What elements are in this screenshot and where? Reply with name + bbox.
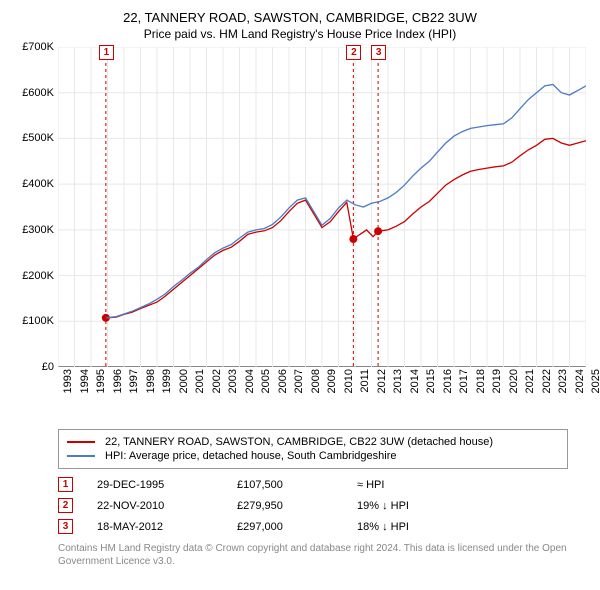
legend-row: HPI: Average price, detached house, Sout… [67, 450, 559, 462]
x-tick-label: 2006 [277, 369, 289, 393]
chart-area: £0£100K£200K£300K£400K£500K£600K£700K 12… [14, 47, 586, 427]
legend: 22, TANNERY ROAD, SAWSTON, CAMBRIDGE, CB… [58, 429, 568, 469]
x-tick-label: 2009 [326, 369, 338, 393]
legend-row: 22, TANNERY ROAD, SAWSTON, CAMBRIDGE, CB… [67, 436, 559, 448]
x-tick-label: 2017 [458, 369, 470, 393]
x-tick-label: 1996 [112, 369, 124, 393]
sale-row: 1 29-DEC-1995 £107,500 ≈ HPI [58, 477, 568, 492]
x-tick-label: 2010 [343, 369, 355, 393]
chart-marker-1: 1 [99, 45, 114, 60]
x-tick-label: 1998 [145, 369, 157, 393]
sale-date: 18-MAY-2012 [97, 521, 237, 533]
y-tick-label: £400K [22, 178, 54, 190]
x-axis-labels: 1993 1994 1995 1996 1997 1998 1999 2000 2001 2002… [58, 369, 586, 429]
y-tick-label: £200K [22, 270, 54, 282]
x-tick-label: 2000 [178, 369, 190, 393]
x-tick-label: 2016 [442, 369, 454, 393]
x-tick-label: 1994 [79, 369, 91, 393]
x-tick-label: 2002 [211, 369, 223, 393]
sale-date: 29-DEC-1995 [97, 479, 237, 491]
legend-label: 22, TANNERY ROAD, SAWSTON, CAMBRIDGE, CB… [105, 436, 493, 448]
x-tick-label: 2018 [475, 369, 487, 393]
sale-marker-icon: 1 [58, 477, 73, 492]
y-tick-label: £500K [22, 132, 54, 144]
chart-subtitle: Price paid vs. HM Land Registry's House … [14, 27, 586, 41]
x-tick-label: 1997 [128, 369, 140, 393]
chart-marker-2: 2 [346, 45, 361, 60]
sale-row: 3 18-MAY-2012 £297,000 18% ↓ HPI [58, 519, 568, 534]
x-tick-label: 2024 [574, 369, 586, 393]
x-tick-label: 2012 [376, 369, 388, 393]
y-tick-label: £100K [22, 315, 54, 327]
y-tick-label: £600K [22, 87, 54, 99]
legend-label: HPI: Average price, detached house, Sout… [105, 450, 396, 462]
x-tick-label: 2019 [491, 369, 503, 393]
sale-marker-icon: 2 [58, 498, 73, 513]
x-tick-label: 1999 [161, 369, 173, 393]
x-tick-label: 1995 [95, 369, 107, 393]
plot-region: 1 23 [58, 47, 586, 367]
legend-swatch [67, 455, 95, 457]
x-tick-label: 2025 [590, 369, 600, 393]
footnote: Contains HM Land Registry data © Crown c… [58, 542, 586, 568]
sale-date: 22-NOV-2010 [97, 500, 237, 512]
x-tick-label: 2021 [524, 369, 536, 393]
y-tick-label: £0 [42, 361, 54, 373]
legend-swatch [67, 441, 95, 443]
chart-title: 22, TANNERY ROAD, SAWSTON, CAMBRIDGE, CB… [14, 10, 586, 25]
x-tick-label: 2004 [244, 369, 256, 393]
x-tick-label: 2015 [425, 369, 437, 393]
x-tick-label: 2001 [194, 369, 206, 393]
x-tick-label: 2020 [508, 369, 520, 393]
sale-price: £279,950 [237, 500, 357, 512]
y-tick-label: £300K [22, 224, 54, 236]
x-tick-label: 1993 [62, 369, 74, 393]
x-tick-label: 2003 [227, 369, 239, 393]
x-tick-label: 2014 [409, 369, 421, 393]
sale-price: £297,000 [237, 521, 357, 533]
sale-delta: ≈ HPI [357, 479, 477, 491]
sale-price: £107,500 [237, 479, 357, 491]
y-tick-label: £700K [22, 41, 54, 53]
sale-marker-icon: 3 [58, 519, 73, 534]
y-axis-labels: £0£100K£200K£300K£400K£500K£600K£700K [14, 47, 56, 367]
sales-table: 1 29-DEC-1995 £107,500 ≈ HPI 2 22-NOV-20… [58, 477, 568, 534]
sale-delta: 19% ↓ HPI [357, 500, 477, 512]
sale-delta: 18% ↓ HPI [357, 521, 477, 533]
x-tick-label: 2013 [392, 369, 404, 393]
x-tick-label: 2023 [557, 369, 569, 393]
chart-marker-3: 3 [371, 45, 386, 60]
x-tick-label: 2007 [293, 369, 305, 393]
x-tick-label: 2022 [541, 369, 553, 393]
x-tick-label: 2011 [359, 369, 371, 393]
x-tick-label: 2005 [260, 369, 272, 393]
x-tick-label: 2008 [310, 369, 322, 393]
sale-row: 2 22-NOV-2010 £279,950 19% ↓ HPI [58, 498, 568, 513]
